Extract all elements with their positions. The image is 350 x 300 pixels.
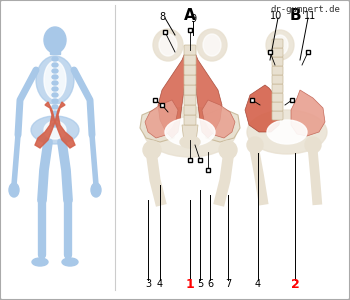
FancyBboxPatch shape xyxy=(184,85,196,95)
Text: 7: 7 xyxy=(225,279,231,289)
FancyBboxPatch shape xyxy=(272,93,283,102)
Ellipse shape xyxy=(62,258,78,266)
FancyBboxPatch shape xyxy=(272,75,283,84)
Text: 10: 10 xyxy=(270,11,282,21)
Polygon shape xyxy=(55,102,75,148)
Ellipse shape xyxy=(52,105,58,109)
Ellipse shape xyxy=(267,120,307,144)
Ellipse shape xyxy=(52,63,58,67)
Text: 8: 8 xyxy=(159,12,165,22)
FancyBboxPatch shape xyxy=(272,66,283,75)
Polygon shape xyxy=(245,85,281,132)
Ellipse shape xyxy=(44,61,66,99)
Polygon shape xyxy=(205,108,240,142)
Text: 9: 9 xyxy=(190,14,196,24)
FancyBboxPatch shape xyxy=(272,48,283,57)
Text: 2: 2 xyxy=(290,278,299,290)
Text: B: B xyxy=(289,8,301,22)
Ellipse shape xyxy=(31,116,79,144)
Ellipse shape xyxy=(44,121,66,139)
Text: 5: 5 xyxy=(197,279,203,289)
Ellipse shape xyxy=(305,137,321,153)
Ellipse shape xyxy=(247,137,263,153)
FancyBboxPatch shape xyxy=(184,95,196,105)
Ellipse shape xyxy=(159,34,177,56)
Polygon shape xyxy=(182,125,198,148)
FancyBboxPatch shape xyxy=(184,105,196,115)
Ellipse shape xyxy=(52,81,58,85)
Ellipse shape xyxy=(91,183,101,197)
Polygon shape xyxy=(140,108,175,142)
Ellipse shape xyxy=(52,69,58,73)
Ellipse shape xyxy=(52,57,58,61)
Polygon shape xyxy=(145,100,178,138)
Ellipse shape xyxy=(52,99,58,103)
Ellipse shape xyxy=(203,34,221,56)
Ellipse shape xyxy=(52,75,58,79)
Ellipse shape xyxy=(52,111,58,115)
FancyBboxPatch shape xyxy=(272,102,283,111)
Text: A: A xyxy=(184,8,196,22)
Ellipse shape xyxy=(219,141,237,159)
Ellipse shape xyxy=(44,27,66,53)
Polygon shape xyxy=(158,50,186,138)
Ellipse shape xyxy=(52,87,58,91)
Polygon shape xyxy=(35,102,55,148)
Ellipse shape xyxy=(247,110,327,154)
Ellipse shape xyxy=(9,183,19,197)
Ellipse shape xyxy=(266,30,294,60)
FancyBboxPatch shape xyxy=(184,45,196,55)
Ellipse shape xyxy=(32,258,48,266)
Text: 1: 1 xyxy=(186,278,194,290)
Polygon shape xyxy=(291,90,325,136)
Bar xyxy=(50,42,60,54)
Text: 6: 6 xyxy=(207,279,213,289)
Ellipse shape xyxy=(272,35,288,55)
Ellipse shape xyxy=(52,93,58,97)
FancyBboxPatch shape xyxy=(272,57,283,66)
Text: 3: 3 xyxy=(145,279,151,289)
Text: 11: 11 xyxy=(304,11,316,21)
Ellipse shape xyxy=(180,136,200,148)
Ellipse shape xyxy=(197,29,227,61)
Ellipse shape xyxy=(153,29,183,61)
Polygon shape xyxy=(202,100,235,138)
FancyBboxPatch shape xyxy=(272,111,283,120)
Ellipse shape xyxy=(144,107,236,157)
Ellipse shape xyxy=(143,141,161,159)
FancyBboxPatch shape xyxy=(272,39,283,48)
Ellipse shape xyxy=(165,118,215,146)
Text: dr-gumpert.de: dr-gumpert.de xyxy=(270,5,340,14)
Ellipse shape xyxy=(52,117,58,121)
Ellipse shape xyxy=(36,56,74,104)
FancyBboxPatch shape xyxy=(272,84,283,93)
Ellipse shape xyxy=(52,123,58,127)
FancyBboxPatch shape xyxy=(184,115,196,125)
FancyBboxPatch shape xyxy=(184,75,196,85)
Text: 4: 4 xyxy=(255,279,261,289)
FancyBboxPatch shape xyxy=(184,65,196,75)
Text: 4: 4 xyxy=(157,279,163,289)
FancyBboxPatch shape xyxy=(184,55,196,65)
Polygon shape xyxy=(194,50,222,138)
